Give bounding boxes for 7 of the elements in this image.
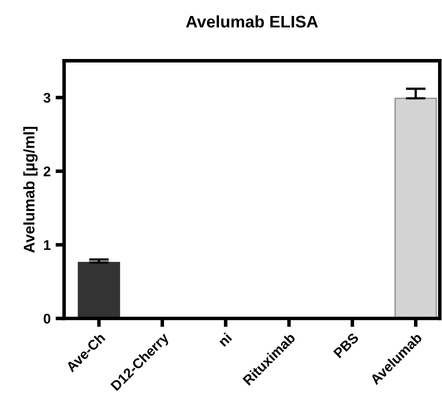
x-tick-label: ni bbox=[218, 332, 232, 347]
y-tick-label: 1 bbox=[44, 240, 51, 250]
chart-title: Avelumab ELISA bbox=[186, 15, 318, 28]
y-tick-label: 0 bbox=[44, 314, 50, 324]
y-axis-title: Avelumab [µg/ml] bbox=[23, 126, 38, 253]
y-tick-label: 3 bbox=[43, 92, 50, 103]
y-tick-label: 2 bbox=[44, 166, 50, 176]
